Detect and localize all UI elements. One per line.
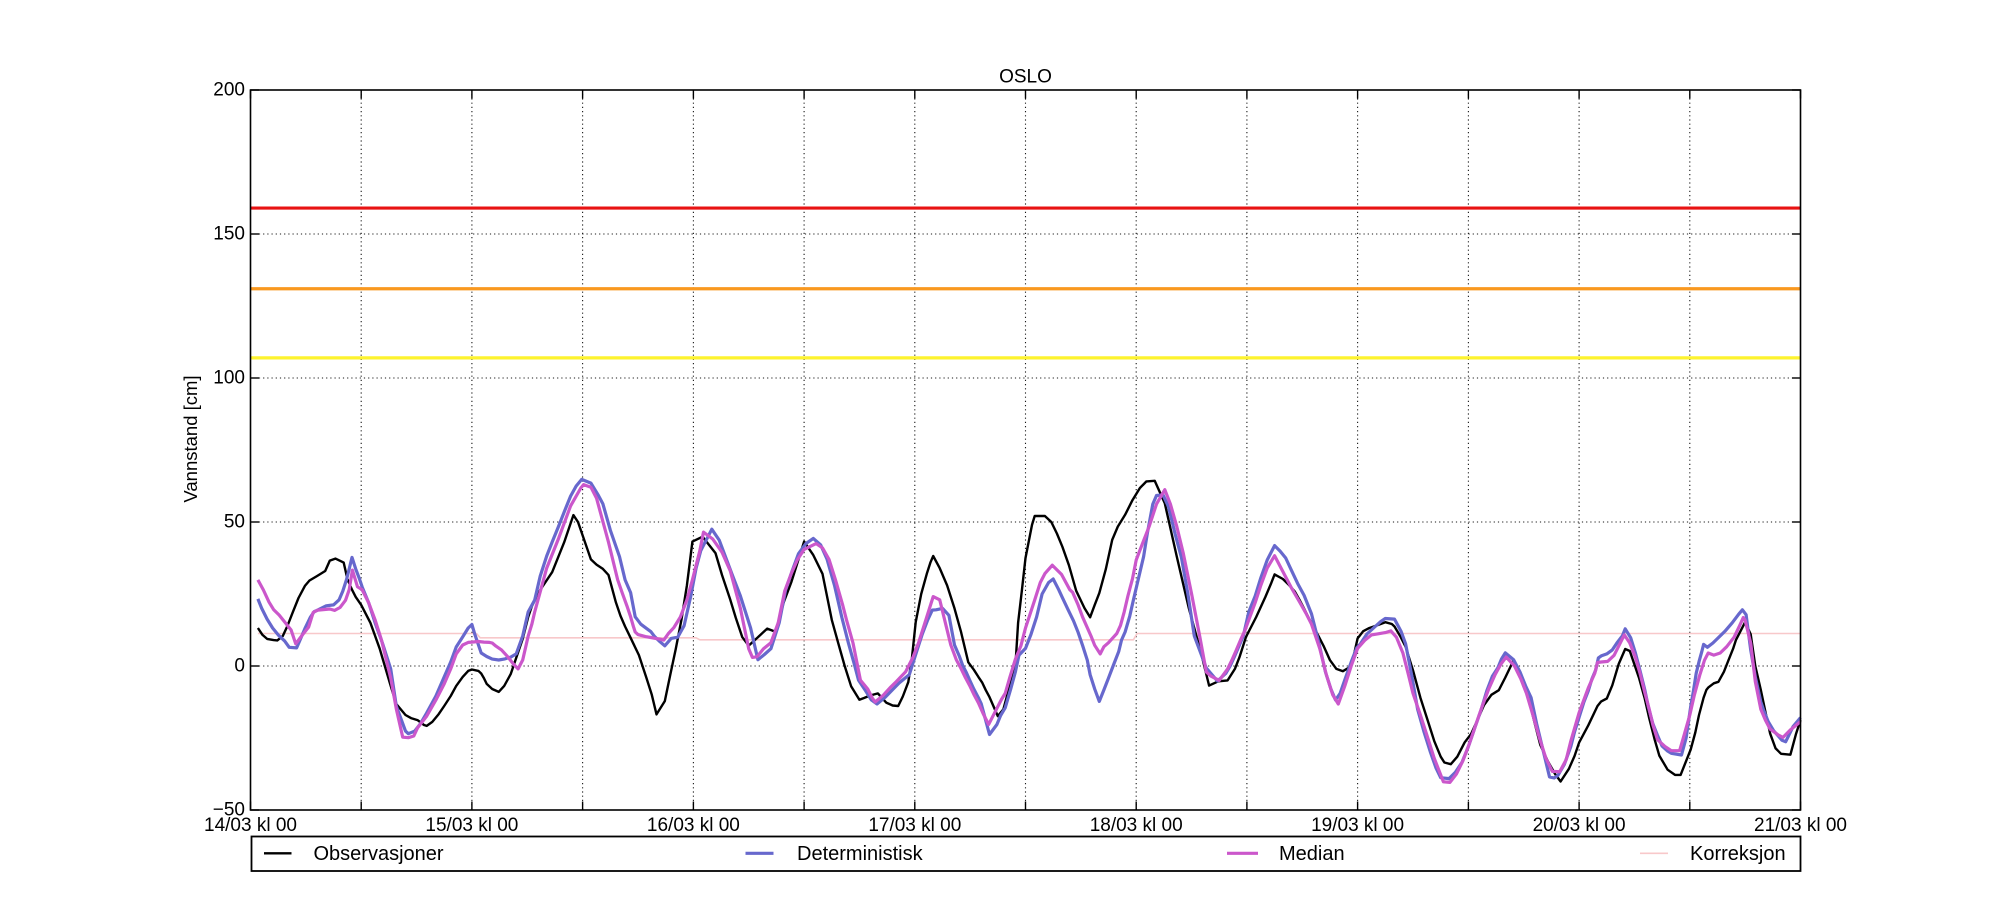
svg-text:17/03 kl 00: 17/03 kl 00: [868, 815, 961, 836]
svg-text:100: 100: [213, 367, 245, 388]
svg-text:OSLO: OSLO: [999, 67, 1052, 88]
svg-text:Observasjoner: Observasjoner: [314, 843, 444, 865]
svg-text:15/03 kl 00: 15/03 kl 00: [425, 815, 518, 836]
svg-text:50: 50: [224, 511, 245, 532]
svg-text:Vannstand [cm]: Vannstand [cm]: [180, 375, 201, 502]
svg-text:−50: −50: [213, 799, 245, 820]
svg-text:16/03 kl 00: 16/03 kl 00: [647, 815, 740, 836]
svg-text:21/03 kl 00: 21/03 kl 00: [1754, 815, 1847, 836]
svg-text:18/03 kl 00: 18/03 kl 00: [1090, 815, 1183, 836]
svg-text:200: 200: [213, 79, 245, 100]
svg-text:0: 0: [234, 655, 245, 676]
svg-text:Median: Median: [1279, 843, 1345, 865]
svg-text:20/03 kl 00: 20/03 kl 00: [1533, 815, 1626, 836]
svg-text:14/03 kl 00: 14/03 kl 00: [204, 815, 297, 836]
svg-text:Korreksjon: Korreksjon: [1690, 843, 1786, 865]
svg-text:150: 150: [213, 223, 245, 244]
svg-text:Deterministisk: Deterministisk: [797, 843, 924, 865]
svg-text:19/03 kl 00: 19/03 kl 00: [1311, 815, 1404, 836]
